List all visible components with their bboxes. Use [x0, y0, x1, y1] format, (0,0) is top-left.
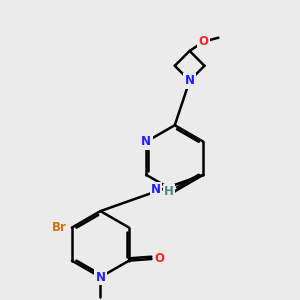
Text: N: N [151, 183, 161, 196]
Text: N: N [95, 271, 106, 284]
Text: N: N [141, 135, 151, 148]
Text: O: O [154, 253, 164, 266]
Text: N: N [184, 74, 195, 87]
Text: O: O [199, 35, 208, 48]
Text: Br: Br [52, 221, 67, 234]
Text: H: H [164, 185, 174, 198]
